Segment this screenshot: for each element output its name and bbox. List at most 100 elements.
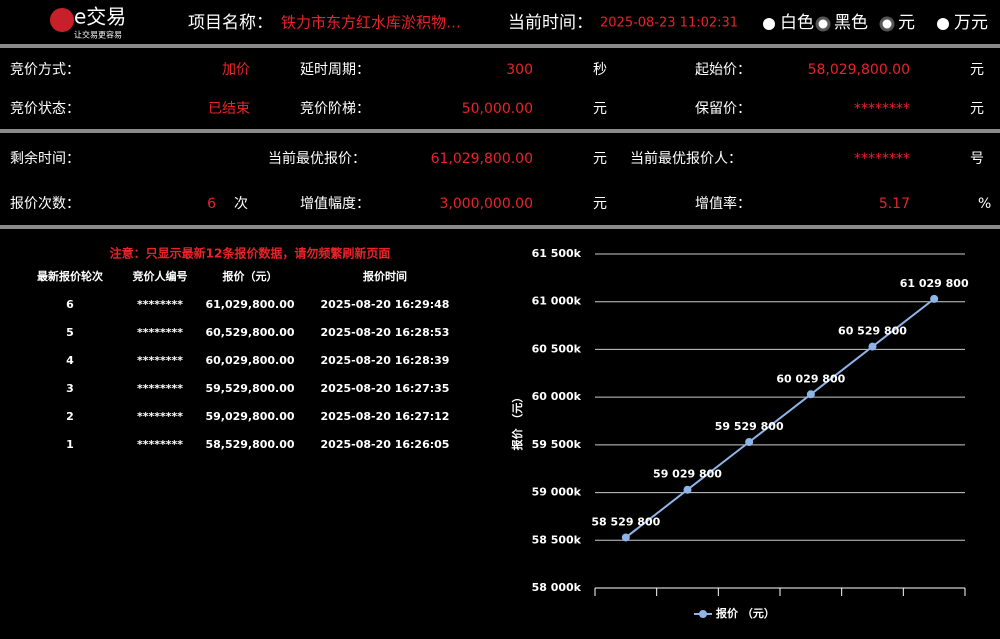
time: 2025-08-23 11:02:31 (600, 16, 738, 31)
label: 当前最优报价人： (630, 150, 742, 167)
data-label: 59 529 800 (715, 420, 784, 433)
unit: 元 (970, 62, 984, 78)
label: 延时周期： (300, 62, 370, 78)
unit: 元 (593, 151, 607, 167)
info: 竞价方式： 加价 延时周期： 300 秒 起始价： 58,029,800.00 … (10, 61, 991, 212)
y-tick-label: 60 500k (532, 342, 582, 355)
data-label: 60 029 800 (776, 372, 845, 385)
option[interactable]: 元 (898, 13, 915, 33)
value: 300 (506, 62, 533, 78)
separator (0, 44, 1000, 48)
table-cell: 2 (66, 410, 74, 423)
data-label: 60 529 800 (838, 325, 907, 338)
value: ******** (854, 101, 910, 117)
table-cell: 59,029,800.00 (205, 410, 294, 423)
option[interactable]: 万元 (954, 13, 988, 33)
option[interactable]: 黑色 (834, 13, 868, 33)
label: 竞价阶梯： (300, 100, 370, 117)
table-cell: 2025-08-20 16:26:05 (321, 438, 450, 451)
table-cell: ******** (137, 410, 183, 423)
label: 竞价方式： (10, 61, 80, 78)
value: 3,000,000.00 (439, 196, 533, 212)
radio[interactable] (763, 18, 775, 30)
y-tick-label: 60 000k (532, 390, 582, 403)
chart: 58 000k 58 500k 59 000k 59 500k 60 000k 60 50… (510, 247, 969, 620)
unit: 元 (593, 196, 607, 212)
label: 增值幅度： (300, 196, 370, 212)
table-cell: 2025-08-20 16:29:48 (321, 298, 450, 311)
radio[interactable] (815, 16, 831, 32)
unit: 秒 (593, 62, 607, 78)
bid-table: 最新报价轮次 竞价人编号 报价（元） 报价时间 6 ******** 61,029,800.… (37, 269, 449, 451)
unit: % (978, 196, 991, 212)
logo-icon (50, 8, 74, 32)
y-axis-title: 报价 （元） (510, 392, 524, 451)
project-name: 铁力市东方红水库淤积物… (281, 14, 461, 32)
value: 50,000.00 (462, 101, 533, 117)
value: ******** (854, 151, 910, 167)
value: 加价 (222, 62, 250, 78)
y-tick-label: 61 500k (532, 247, 582, 260)
option[interactable]: 白色 (780, 13, 814, 33)
point (930, 294, 939, 303)
table-header: 最新报价轮次 (37, 269, 103, 283)
value: 61,029,800.00 (431, 151, 533, 167)
point (683, 485, 692, 494)
y-tick-label: 59 500k (532, 438, 582, 451)
data-label: 61 029 800 (900, 277, 969, 290)
value: 58,029,800.00 (808, 62, 910, 78)
table-cell: ******** (137, 382, 183, 395)
radio[interactable] (937, 18, 949, 30)
table-cell: 1 (66, 438, 74, 451)
data-label: 58 529 800 (591, 515, 660, 528)
time-label: 当前时间： (508, 13, 593, 33)
table-cell: 59,529,800.00 (205, 382, 294, 395)
table-cell: 2025-08-20 16:28:39 (321, 354, 450, 367)
label: 报价次数： (10, 196, 80, 212)
value: 5.17 (879, 196, 910, 212)
table-cell: 2025-08-20 16:28:53 (321, 326, 450, 339)
table-cell: 6 (66, 298, 74, 311)
label: 竞价状态： (10, 100, 80, 117)
label: 当前最优报价： (268, 150, 366, 167)
table-header: 报价（元） (223, 269, 278, 283)
table-cell: 5 (66, 326, 74, 339)
unit: 号 (970, 151, 984, 167)
table-header: 竞价人编号 (133, 269, 188, 283)
table-cell: 2025-08-20 16:27:12 (321, 410, 450, 423)
unit: 元 (970, 101, 984, 117)
unit: 次 (234, 196, 248, 212)
label: 起始价： (695, 62, 751, 78)
value: 6 (207, 196, 216, 212)
options: 白色 黑色 元 万元 (763, 13, 988, 33)
table-cell: 4 (66, 354, 74, 367)
legend-label: 报价 （元） (716, 606, 775, 620)
data-label: 59 029 800 (653, 468, 722, 481)
point (621, 533, 630, 542)
label: 增值率： (695, 195, 751, 212)
table-cell: 61,029,800.00 (205, 298, 294, 311)
table-cell: ******** (137, 438, 183, 451)
label: 保留价： (695, 101, 751, 117)
table-cell: ******** (137, 354, 183, 367)
slogan: 让交易更容易 (74, 30, 122, 40)
separator (0, 129, 1000, 133)
table-cell: ******** (137, 326, 183, 339)
table-cell: 3 (66, 382, 74, 395)
y-tick-label: 59 000k (532, 486, 582, 499)
y-tick-label: 61 000k (532, 295, 582, 308)
radio[interactable] (879, 16, 895, 32)
value: 已结束 (208, 101, 250, 117)
point (745, 438, 754, 447)
notice: 注意：只显示最新12条报价数据，请勿频繁刷新页面 (110, 246, 391, 261)
label: 剩余时间： (10, 150, 80, 167)
project-label: 项目名称： (188, 13, 273, 33)
table-cell: 2025-08-20 16:27:35 (321, 382, 450, 395)
unit: 元 (593, 101, 607, 117)
point (806, 390, 815, 399)
legend-marker (699, 610, 707, 618)
separator (0, 225, 1000, 229)
table-cell: 58,529,800.00 (205, 438, 294, 451)
